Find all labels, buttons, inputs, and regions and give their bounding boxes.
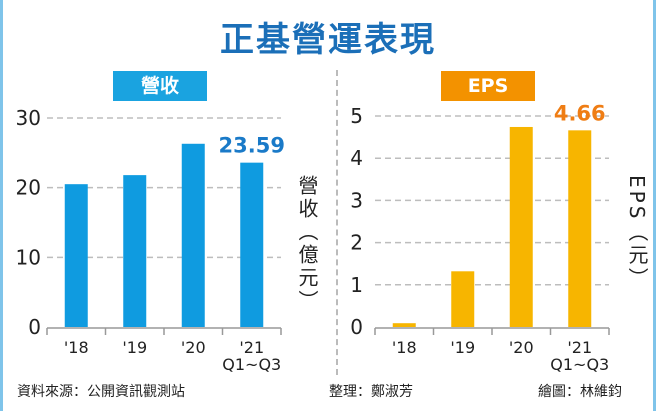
- bar: [64, 184, 88, 327]
- revenue-header: 營收: [113, 71, 207, 101]
- x-tick-label: Q1~Q3: [222, 355, 281, 374]
- x-tick-label: '20: [181, 338, 206, 357]
- bar: [568, 130, 592, 327]
- bar: [123, 175, 147, 327]
- data-label: 4.66: [554, 101, 606, 125]
- y-tick-label: 2: [350, 231, 363, 255]
- x-tick-label: Q1~Q3: [550, 355, 609, 374]
- bar: [509, 126, 533, 327]
- bar: [181, 143, 205, 327]
- artist-note: 繪圖：林維鈞: [538, 384, 622, 400]
- y-tick-label: 1: [350, 273, 363, 297]
- data-label: 23.59: [219, 134, 285, 158]
- eps-header: EPS: [441, 71, 535, 101]
- x-tick-label: '19: [122, 338, 147, 357]
- x-tick-label: '21: [567, 338, 592, 357]
- chart-title: 正基營運表現: [220, 20, 436, 60]
- x-tick-label: '21: [239, 338, 264, 357]
- revenue-y-label: 營收（億元）: [295, 175, 319, 313]
- x-tick-label: '20: [509, 338, 534, 357]
- eps-y-label: EPS（元）: [625, 175, 649, 291]
- x-tick-label: '19: [450, 338, 475, 357]
- y-tick-label: 0: [350, 315, 363, 339]
- editor-note: 整理：鄭淑芳: [329, 384, 413, 400]
- y-tick-label: 30: [16, 106, 41, 130]
- divider: [336, 70, 338, 375]
- x-tick-label: '18: [64, 338, 89, 357]
- y-tick-label: 20: [16, 176, 41, 200]
- y-tick-label: 3: [350, 188, 363, 212]
- bar: [451, 271, 475, 327]
- bar: [240, 162, 264, 327]
- source-note: 資料來源：公開資訊觀測站: [17, 384, 185, 400]
- bar: [392, 323, 416, 327]
- x-tick-label: '18: [392, 338, 417, 357]
- y-tick-label: 10: [16, 245, 41, 269]
- y-tick-label: 5: [350, 104, 363, 128]
- y-tick-label: 4: [350, 146, 363, 170]
- y-tick-label: 0: [28, 315, 41, 339]
